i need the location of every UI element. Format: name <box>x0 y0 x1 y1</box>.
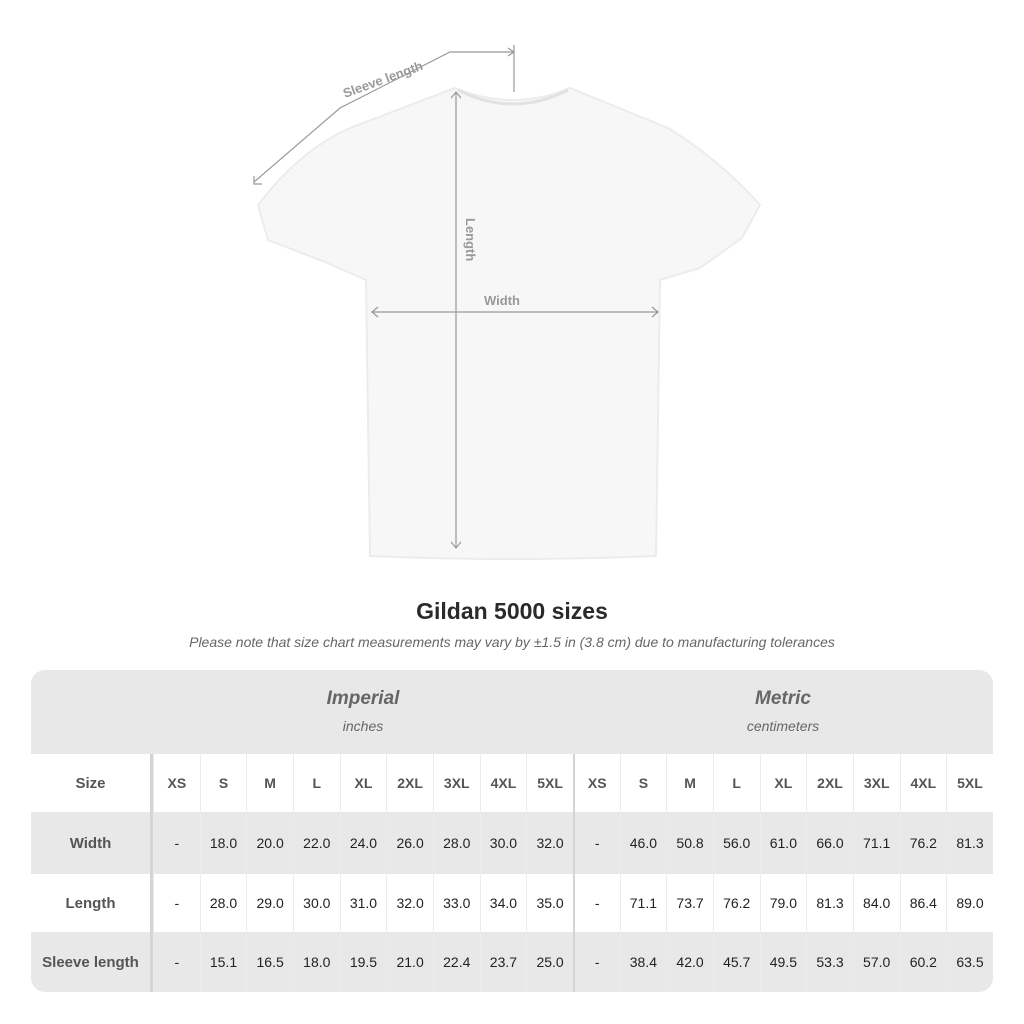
measurement-cell: 38.4 <box>619 932 667 992</box>
measurement-cell: 79.0 <box>759 874 807 932</box>
size-column-header: XS <box>153 754 200 812</box>
measurement-cell: 25.0 <box>526 932 573 992</box>
measurement-cell: 28.0 <box>432 812 480 874</box>
row-label: Sleeve length <box>31 932 153 992</box>
size-header-row: Size XS S M L XL 2XL 3XL 4XL 5XL XS S M L XL 2XL 3XL 4XL 5… <box>31 754 993 812</box>
size-column-header: S <box>619 754 667 812</box>
measurement-cell: 81.3 <box>806 874 853 932</box>
measurement-cell: 18.0 <box>292 932 340 992</box>
measurement-cell: 84.0 <box>852 874 900 932</box>
sleeve-length-label: Sleeve length <box>341 58 425 101</box>
measurement-cell: 18.0 <box>199 812 247 874</box>
measure-lines <box>253 45 659 549</box>
imperial-title: Imperial <box>326 688 400 709</box>
measurement-cell: 53.3 <box>806 932 853 992</box>
size-column-header: XL <box>339 754 387 812</box>
measurement-cell: 15.1 <box>199 932 247 992</box>
tshirt-shape <box>256 86 762 560</box>
measurement-cell: 56.0 <box>712 812 760 874</box>
measurement-cell: 24.0 <box>339 812 387 874</box>
size-column-header: M <box>666 754 713 812</box>
size-column-header: 5XL <box>526 754 573 812</box>
measurement-cell: 61.0 <box>759 812 807 874</box>
table-row: Length -28.0 29.0 30.0 31.0 32.0 33.0 34.0 35.0-… <box>31 874 993 932</box>
length-label: Length <box>463 218 478 261</box>
measurement-cell: 46.0 <box>619 812 667 874</box>
measurement-cell: 66.0 <box>806 812 853 874</box>
measurement-cell: 32.0 <box>386 874 433 932</box>
measurement-cell: 30.0 <box>292 874 340 932</box>
measurement-cell: - <box>153 812 200 874</box>
measurement-cell: 42.0 <box>666 932 713 992</box>
measurement-cell: 81.3 <box>946 812 993 874</box>
measurement-cell: 34.0 <box>479 874 527 932</box>
size-column-header: 2XL <box>806 754 853 812</box>
size-table: Imperial inches Metric centimeters Size X… <box>31 670 993 992</box>
measurement-cell: 22.0 <box>292 812 340 874</box>
size-column-header: L <box>292 754 340 812</box>
tolerance-note: Please note that size chart measurements… <box>189 634 835 650</box>
measurement-cell: 60.2 <box>899 932 947 992</box>
measurement-cell: 86.4 <box>899 874 947 932</box>
measurement-cell: 26.0 <box>386 812 433 874</box>
measurement-cell: - <box>572 932 620 992</box>
measurement-cell: 76.2 <box>712 874 760 932</box>
measurement-cell: 71.1 <box>619 874 667 932</box>
size-column-header: S <box>199 754 247 812</box>
width-label: Width <box>484 293 520 308</box>
measurement-cell: 16.5 <box>246 932 293 992</box>
measurement-cell: 76.2 <box>899 812 947 874</box>
size-column-header: 2XL <box>386 754 433 812</box>
table-row: Width -18.0 20.0 22.0 24.0 26.0 28.0 30.0 32.0-4… <box>31 812 993 874</box>
measurement-cell: 20.0 <box>246 812 293 874</box>
measurement-cell: - <box>572 874 620 932</box>
size-header: Size <box>31 754 153 812</box>
size-column-header: XL <box>759 754 807 812</box>
measurement-cell: 29.0 <box>246 874 293 932</box>
measurement-cell: 32.0 <box>526 812 573 874</box>
tshirt-collar <box>457 88 569 106</box>
tshirt-diagram: Sleeve length Length Width <box>253 45 762 560</box>
measurement-cell: 50.8 <box>666 812 713 874</box>
measurement-cell: 28.0 <box>199 874 247 932</box>
measurement-cell: 71.1 <box>852 812 900 874</box>
measurement-cell: - <box>572 812 620 874</box>
measurement-cell: 57.0 <box>852 932 900 992</box>
measurement-cell: 35.0 <box>526 874 573 932</box>
row-label: Width <box>31 812 153 874</box>
measurement-cell: 45.7 <box>712 932 760 992</box>
measurement-cell: 19.5 <box>339 932 387 992</box>
measurement-cell: 89.0 <box>946 874 993 932</box>
measurement-cell: 49.5 <box>759 932 807 992</box>
size-column-header: 3XL <box>852 754 900 812</box>
size-column-header: 3XL <box>432 754 480 812</box>
size-column-header: 4XL <box>899 754 947 812</box>
metric-title: Metric <box>755 688 811 709</box>
row-label: Length <box>31 874 153 932</box>
measurement-cell: 30.0 <box>479 812 527 874</box>
page-title: Gildan 5000 sizes <box>416 598 608 624</box>
measurement-cell: 33.0 <box>432 874 480 932</box>
imperial-group: Imperial inches <box>153 688 573 734</box>
measurement-cell: 22.4 <box>432 932 480 992</box>
measurement-cell: 63.5 <box>946 932 993 992</box>
imperial-unit: inches <box>342 718 384 734</box>
metric-unit: centimeters <box>746 718 820 734</box>
size-column-header: 5XL <box>946 754 993 812</box>
measurement-cell: - <box>153 874 200 932</box>
size-column-header: 4XL <box>479 754 527 812</box>
size-column-header: L <box>712 754 760 812</box>
measurement-cell: - <box>153 932 200 992</box>
size-column-header: XS <box>572 754 620 812</box>
measurement-cell: 31.0 <box>339 874 387 932</box>
metric-group: Metric centimeters <box>573 688 993 734</box>
measurement-cell: 73.7 <box>666 874 713 932</box>
table-header-band: Imperial inches Metric centimeters <box>31 670 993 754</box>
measurement-cell: 21.0 <box>386 932 433 992</box>
table-row: Sleeve length -15.1 16.5 18.0 19.5 21.0 22.4 23… <box>31 932 993 992</box>
size-column-header: M <box>246 754 293 812</box>
measurement-cell: 23.7 <box>479 932 527 992</box>
